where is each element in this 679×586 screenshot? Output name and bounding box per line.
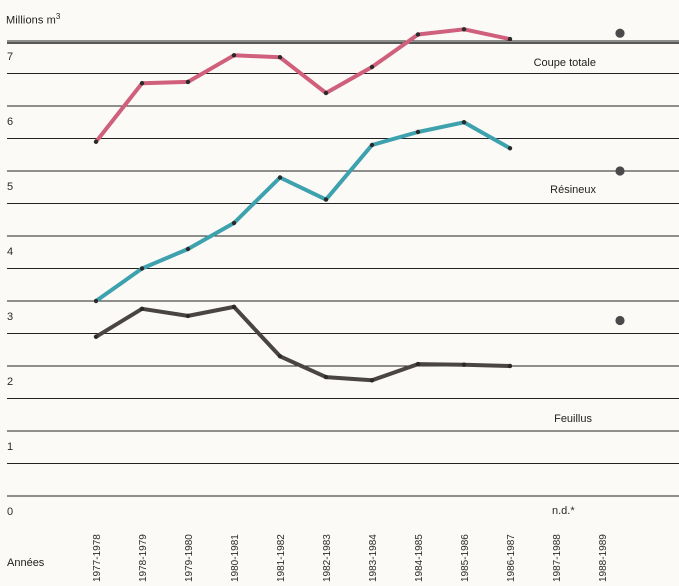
data-point: [93, 139, 99, 144]
y-tick-label: 1: [7, 441, 13, 453]
x-category-label: 1980-1981: [230, 534, 241, 582]
y-tick-label: 0: [7, 506, 13, 518]
y-tick-label: 6: [7, 116, 13, 128]
data-point: [507, 146, 513, 151]
data-point: [231, 304, 237, 310]
data-point: [323, 197, 329, 202]
x-axis-title: Années: [7, 557, 45, 569]
y-axis-title-superscript: 3: [55, 12, 61, 21]
series-group: [93, 27, 513, 383]
x-category-label: 1981-1982: [276, 534, 287, 582]
x-category-label: 1987-1988: [552, 534, 563, 582]
data-point: [369, 378, 375, 383]
y-tick-labels: 0 1 2 3 4 5 6 7: [7, 51, 13, 518]
x-category-label: 1982-1983: [322, 534, 333, 582]
data-point: [139, 81, 145, 86]
estimate-dot: [615, 315, 625, 326]
series-labels: Coupe totale Résineux Feuillus: [534, 57, 597, 425]
y-tick-label: 3: [7, 311, 13, 323]
data-point: [139, 306, 145, 311]
x-category-label: 1986-1987: [506, 534, 517, 582]
data-point: [93, 334, 99, 339]
data-point: [461, 27, 467, 32]
y-tick-label: 7: [7, 51, 13, 63]
data-point: [415, 361, 421, 367]
data-point: [277, 354, 283, 359]
data-point: [185, 246, 191, 252]
x-category-label: 1985-1986: [460, 534, 471, 582]
data-point: [369, 64, 375, 70]
estimate-dot: [615, 166, 625, 176]
data-point: [277, 55, 283, 60]
series-label: Feuillus: [554, 413, 592, 425]
x-category-label: 1983-1984: [368, 534, 379, 582]
data-point: [185, 79, 191, 85]
y-tick-label: 5: [7, 181, 13, 193]
estimate-dot: [615, 28, 625, 38]
data-point: [231, 220, 237, 226]
y-axis-title-text: Millions m: [6, 14, 56, 27]
misc-annotations: Années n.d.*: [7, 505, 575, 569]
series-label: Résineux: [550, 184, 596, 196]
x-category-labels: 1977-1978 1978-1979 1979-1980 1980-1981 1981…: [92, 534, 609, 582]
data-point: [93, 298, 99, 304]
x-category-label: 1979-1980: [184, 534, 195, 582]
data-point: [415, 32, 421, 37]
x-category-label: 1988-1989: [598, 534, 609, 582]
series-line: [94, 27, 512, 144]
data-point: [369, 142, 375, 148]
data-point: [461, 362, 467, 367]
series-label: Coupe totale: [534, 57, 596, 69]
data-point: [415, 129, 421, 135]
data-point: [185, 313, 191, 319]
data-point: [231, 53, 237, 58]
y-tick-label: 2: [7, 376, 13, 388]
y-axis-title: Millions m3: [6, 12, 60, 27]
data-point: [277, 175, 283, 180]
data-point: [507, 36, 513, 42]
nd-note: n.d.*: [552, 505, 575, 517]
x-category-label: 1978-1979: [138, 534, 149, 582]
x-category-label: 1977-1978: [92, 534, 103, 582]
data-point: [139, 266, 145, 271]
data-point: [461, 120, 467, 125]
y-tick-label: 4: [7, 246, 13, 258]
series-line: [94, 120, 512, 303]
x-category-label: 1984-1985: [414, 534, 425, 582]
data-point: [323, 374, 329, 380]
estimate-points: [615, 28, 625, 326]
data-point: [507, 363, 513, 369]
data-point: [323, 90, 329, 96]
series-line: [94, 304, 512, 383]
gridlines: [7, 40, 679, 497]
